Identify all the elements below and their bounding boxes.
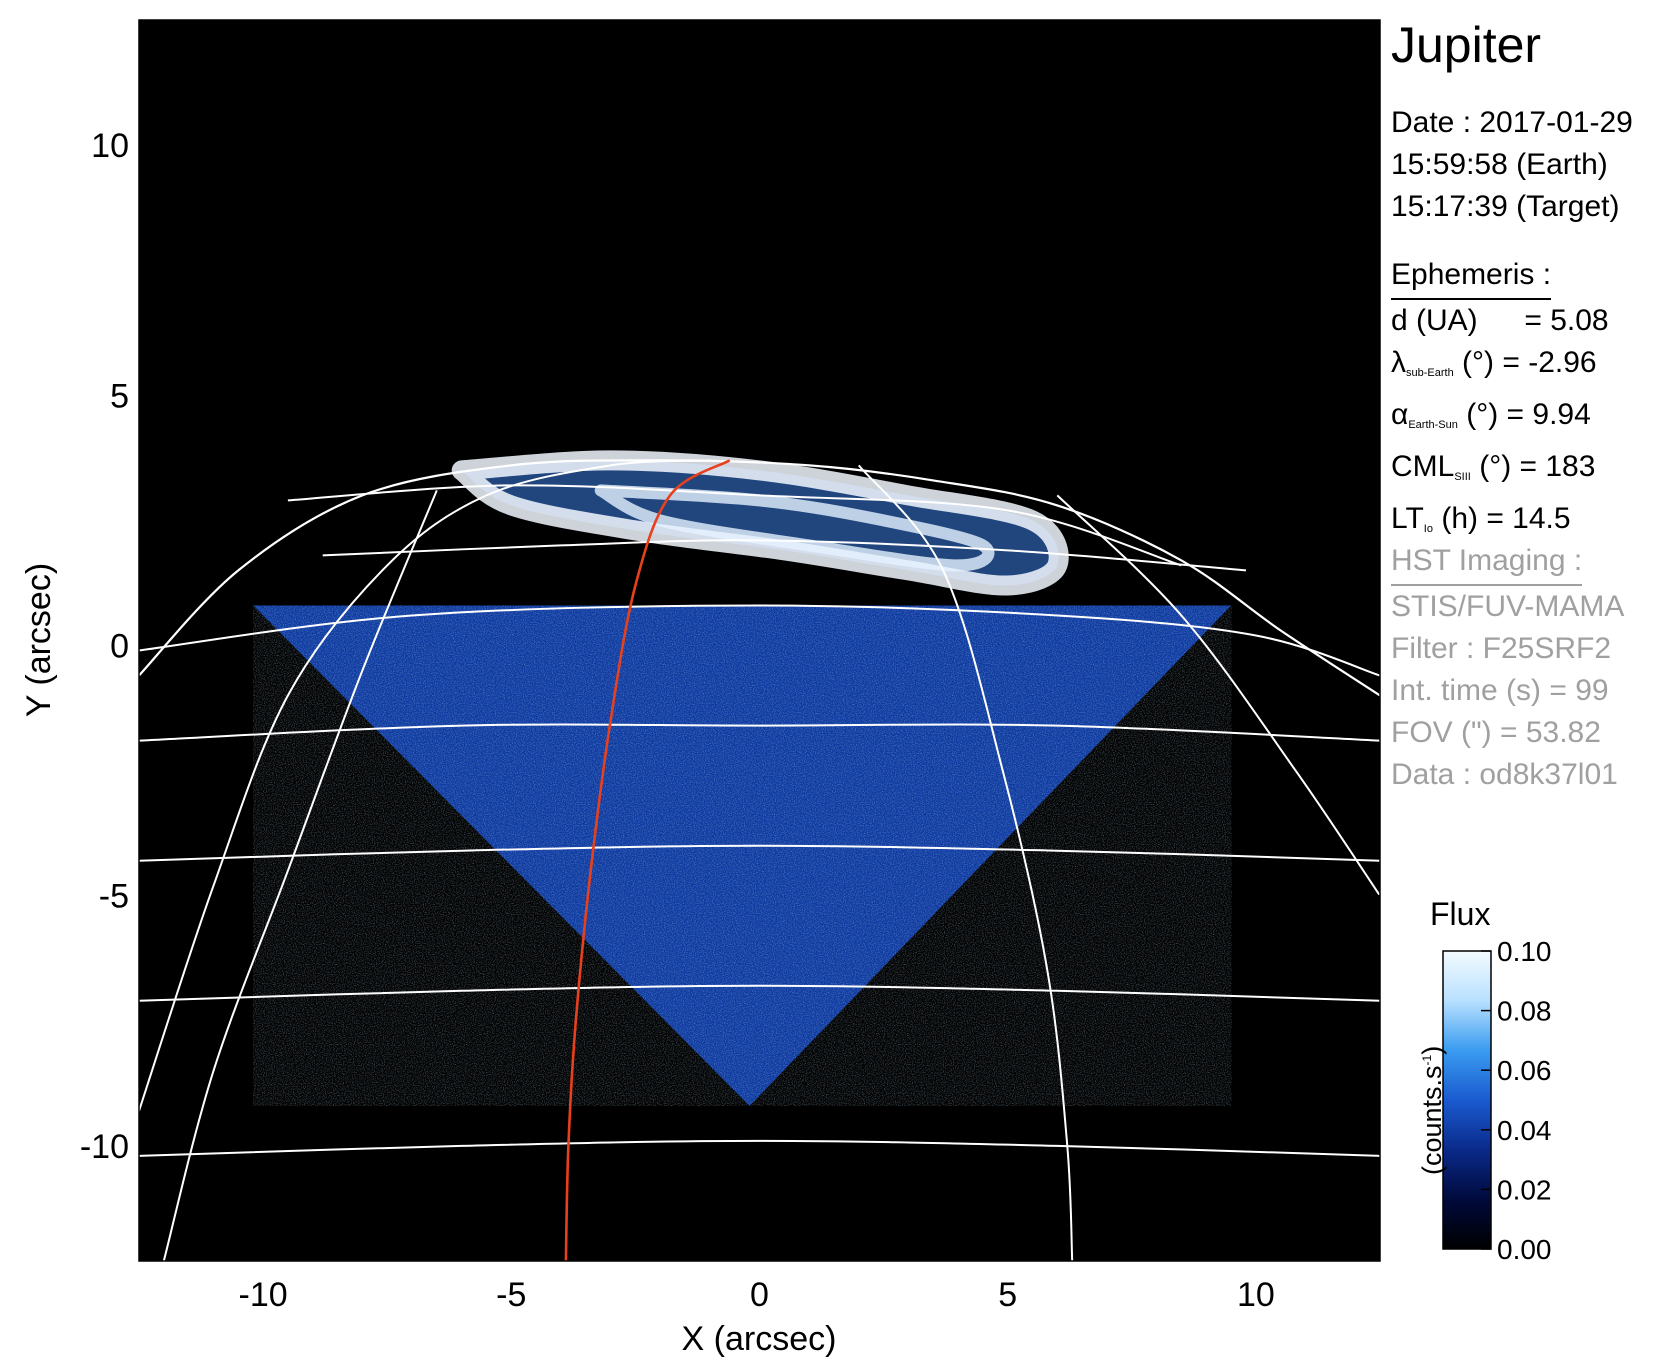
cml-subscript: SIII [1454, 471, 1471, 483]
hst-data-id: Data : od8k37l01 [1391, 758, 1618, 791]
longitude-line [1056, 494, 1380, 897]
colorbar-tick-label: 0.02 [1497, 1174, 1552, 1205]
latitude-value: (°) = -2.96 [1462, 346, 1597, 379]
colorbar-strip [1442, 950, 1492, 1250]
x-tick-label: 5 [998, 1276, 1017, 1314]
longitude-line [162, 490, 438, 1261]
y-tick-label: 10 [91, 127, 129, 165]
phase-value: (°) = 9.94 [1466, 398, 1591, 431]
y-tick-label: -5 [99, 878, 129, 916]
hst-fov: FOV (") = 53.82 [1391, 716, 1601, 749]
latitude-line [139, 1139, 1380, 1157]
colorbar-tick-label: 0.08 [1497, 996, 1552, 1027]
date-line: Date : 2017-01-29 [1391, 106, 1633, 139]
lt-symbol: LT [1391, 502, 1424, 535]
colorbar-unit: (counts.s-1) [1417, 1046, 1448, 1175]
x-tick-label: 0 [750, 1276, 769, 1314]
x-axis-label: X (arcsec) [682, 1320, 837, 1358]
auroral-oval [451, 450, 1069, 596]
hst-int-time: Int. time (s) = 99 [1391, 674, 1609, 707]
x-tick-label: -5 [496, 1276, 526, 1314]
hst-block: HST Imaging : STIS/FUV-MAMA Filter : F25… [1391, 540, 1624, 796]
colorbar-ticks: 0.00 0.02 0.04 0.06 0.08 0.10 [1481, 936, 1552, 1265]
cml-row: CMLSIII (°) = 183 [1391, 446, 1609, 498]
y-axis-label: Y (arcsec) [20, 563, 58, 717]
colorbar-title: Flux [1430, 896, 1491, 932]
hst-heading: HST Imaging : [1391, 540, 1583, 586]
latitude-line [322, 539, 1247, 572]
y-tick-label: -10 [80, 1128, 129, 1166]
distance-value: = 5.08 [1524, 304, 1609, 337]
latitude-row: λsub-Earth (°) = -2.96 [1391, 342, 1609, 394]
hst-instrument: STIS/FUV-MAMA [1391, 590, 1625, 623]
colorbar-tick-label: 0.06 [1497, 1055, 1552, 1086]
colorbar-unit-text: (counts.s [1417, 1065, 1447, 1175]
date-block: Date : 2017-01-29 15:59:58 (Earth) 15:17… [1391, 102, 1633, 228]
phase-subscript: Earth-Sun [1408, 419, 1458, 431]
colorbar-unit-exponent: -1 [1420, 1054, 1434, 1066]
lt-value: (h) = 14.5 [1441, 502, 1571, 535]
ephemeris-heading: Ephemeris : [1391, 254, 1552, 300]
latitude-symbol: λ [1391, 346, 1406, 379]
ephemeris-block: Ephemeris : d (UA) = 5.08 λsub-Earth (°)… [1391, 254, 1609, 550]
colorbar-tick-label: 0.10 [1497, 936, 1552, 967]
earth-time-line: 15:59:58 (Earth) [1391, 148, 1608, 181]
longitude-line [858, 464, 1074, 1261]
cml-value: (°) = 183 [1479, 450, 1596, 483]
latitude-subscript: sub-Earth [1406, 367, 1454, 379]
colorbar-unit-close: ) [1417, 1045, 1447, 1055]
latitude-line [139, 844, 1380, 862]
central-meridian-line [564, 459, 731, 1261]
plot-area: -10 -5 0 5 10 10 5 0 -5 -10 [80, 19, 1381, 1314]
longitude-line [139, 459, 710, 1112]
flux-image [253, 450, 1232, 1106]
y-tick-label: 5 [110, 377, 129, 415]
y-tick-label: 0 [110, 628, 129, 666]
lt-row: LTIo (h) = 14.5 [1391, 498, 1609, 550]
hst-filter: Filter : F25SRF2 [1391, 632, 1612, 665]
phase-symbol: α [1391, 398, 1409, 431]
phase-row: αEarth-Sun (°) = 9.94 [1391, 394, 1609, 446]
planet-title: Jupiter [1391, 17, 1542, 73]
auroral-inner-arc [594, 484, 995, 572]
colorbar-tick-label: 0.00 [1497, 1234, 1552, 1265]
colorbar-tick-label: 0.04 [1497, 1115, 1552, 1146]
distance-label: d (UA) [1391, 304, 1478, 337]
distance-row: d (UA) = 5.08 [1391, 300, 1609, 342]
axis-ticks: -10 -5 0 5 10 10 5 0 -5 -10 [80, 20, 1380, 1314]
target-time-line: 15:17:39 (Target) [1391, 190, 1620, 223]
x-tick-label: -10 [239, 1276, 288, 1314]
colorbar: 0.00 0.02 0.04 0.06 0.08 0.10 [1442, 936, 1552, 1265]
latitude-line [139, 723, 1380, 742]
latitude-line [139, 984, 1380, 1002]
latitude-line [287, 484, 1182, 567]
lt-subscript: Io [1423, 523, 1433, 535]
latitude-line [139, 604, 1380, 677]
fov-noise [253, 605, 1232, 1106]
x-tick-label: 10 [1237, 1276, 1275, 1314]
coordinate-grid [139, 459, 1380, 1261]
cml-symbol: CML [1391, 450, 1455, 483]
planet-limb [139, 459, 1380, 697]
